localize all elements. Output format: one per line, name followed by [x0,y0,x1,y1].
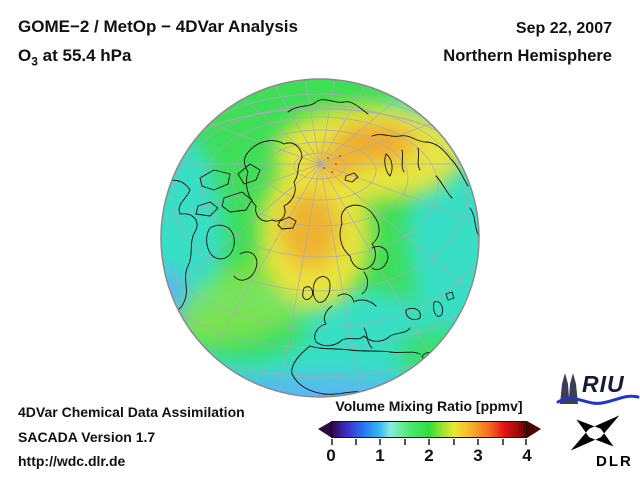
o3-symbol: O [18,46,32,65]
data-speckles [322,154,342,174]
credit-line-url: http://wdc.dlr.de [18,453,126,469]
credit-line-assimilation: 4DVar Chemical Data Assimilation [18,404,245,420]
credit-line-version: SACADA Version 1.7 [18,428,156,445]
globe-map [160,78,480,398]
colorbar-right-arrow [527,421,541,438]
dlr-logo-text: DLR [596,453,633,470]
page-title: GOME−2 / MetOp − 4DVar Analysis [18,17,298,36]
colorbar-title: Volume Mixing Ratio [ppmv] [335,398,523,414]
riu-logo: RIU [556,370,640,410]
pressure-level: at 55.4 hPa [37,46,132,65]
cathedral-icon [560,373,578,404]
coastlines [161,99,479,396]
colorbar-tick-label: 1 [375,446,385,465]
page-subtitle: O3 at 55.4 hPa [18,46,298,68]
colorbar-tick-label: 2 [424,446,434,465]
colorbar-left-arrow [318,421,332,438]
riu-logo-text: RIU [582,371,625,397]
date-label: Sep 22, 2007 [515,20,612,37]
dlr-emblem-icon [570,415,620,451]
colorbar-tick-label: 0 [326,446,336,465]
river-wave-icon [556,394,640,405]
dlr-logo: DLR [562,412,638,470]
colorbar-tick-label: 3 [473,446,483,465]
hemisphere-label: Northern Hemisphere [443,47,612,65]
colorbar-tick-label: 4 [522,446,532,465]
globe-limb [160,78,480,398]
colorbar-ticks [331,439,527,445]
header-left: GOME−2 / MetOp − 4DVar Analysis O3 at 55… [18,17,298,68]
riu-logo-graphic [556,373,640,405]
colorbar-labels: 0 1 2 3 4 [326,446,531,466]
header-right: Sep 22, 2007 Northern Hemisphere [443,20,612,66]
colorbar-gradient [331,421,527,438]
o3-subscript: 3 [31,54,38,69]
credits-block: 4DVar Chemical Data Assimilation SACADA … [18,400,245,474]
